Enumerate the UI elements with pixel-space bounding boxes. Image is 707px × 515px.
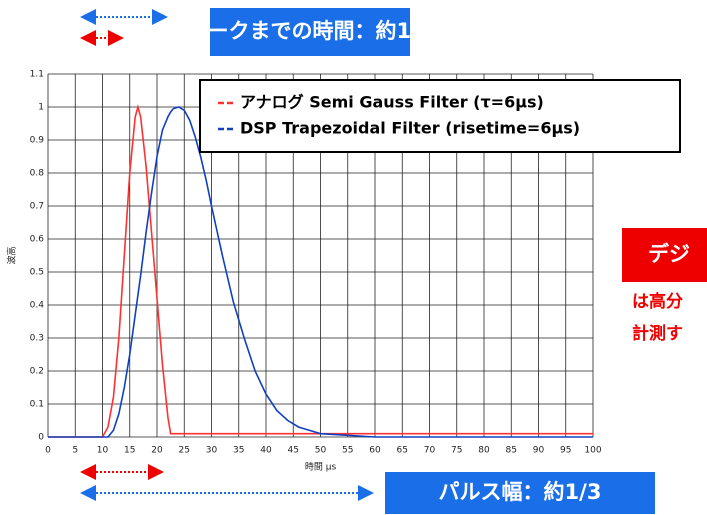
x-tick-label: 80 xyxy=(478,446,490,456)
x-tick-label: 70 xyxy=(424,446,436,456)
x-tick-label: 75 xyxy=(451,446,462,456)
y-tick-label: 1.1 xyxy=(30,70,44,80)
x-tick-label: 60 xyxy=(369,446,381,456)
y-tick-label: 0.3 xyxy=(30,334,44,344)
legend-box xyxy=(199,79,681,153)
x-tick-label: 40 xyxy=(260,446,272,456)
annotation: ピークまでの時間：約1/2 xyxy=(187,19,434,43)
y-tick-label: 0.5 xyxy=(30,268,44,278)
series-line xyxy=(48,103,593,438)
label-box xyxy=(210,8,410,56)
x-tick-label: 85 xyxy=(506,446,517,456)
annotation: は高分 xyxy=(632,291,683,312)
y-tick-label: 0 xyxy=(38,433,44,443)
label-box xyxy=(622,228,707,282)
y-axis-label: 波高 xyxy=(6,246,18,264)
y-tick-label: 1 xyxy=(38,103,44,113)
annotation: パルス幅：約1/3 xyxy=(439,480,602,504)
x-tick-label: 90 xyxy=(533,446,545,456)
y-tick-label: 0.6 xyxy=(30,235,45,245)
annotation: デジ xyxy=(648,242,690,266)
y-tick-label: 0.1 xyxy=(30,400,44,410)
y-tick-label: 0.4 xyxy=(30,301,45,311)
x-tick-label: 50 xyxy=(315,446,327,456)
x-tick-label: 0 xyxy=(45,446,51,456)
label-box xyxy=(385,472,655,514)
y-tick-label: 0.8 xyxy=(30,169,45,179)
y-tick-label: 0.2 xyxy=(30,367,44,377)
x-tick-label: 5 xyxy=(72,446,78,456)
legend-label: アナログ Semi Gauss Filter (τ=6μs) xyxy=(240,93,544,112)
x-tick-label: 15 xyxy=(124,446,135,456)
x-tick-label: 65 xyxy=(397,446,408,456)
series-line xyxy=(48,106,593,438)
x-tick-label: 45 xyxy=(288,446,299,456)
y-tick-label: 0.9 xyxy=(30,136,45,146)
x-tick-label: 20 xyxy=(151,446,163,456)
legend-label: DSP Trapezoidal Filter (risetime=6μs) xyxy=(240,119,580,138)
annotation: 計測す xyxy=(632,323,683,344)
x-tick-label: 55 xyxy=(342,446,353,456)
x-axis-label: 時間 μs xyxy=(305,462,337,473)
x-tick-label: 100 xyxy=(584,446,601,456)
x-tick-label: 25 xyxy=(179,446,190,456)
x-tick-label: 10 xyxy=(97,446,109,456)
y-tick-label: 0.7 xyxy=(30,202,44,212)
x-tick-label: 30 xyxy=(206,446,218,456)
x-tick-label: 95 xyxy=(560,446,571,456)
x-tick-label: 35 xyxy=(233,446,244,456)
